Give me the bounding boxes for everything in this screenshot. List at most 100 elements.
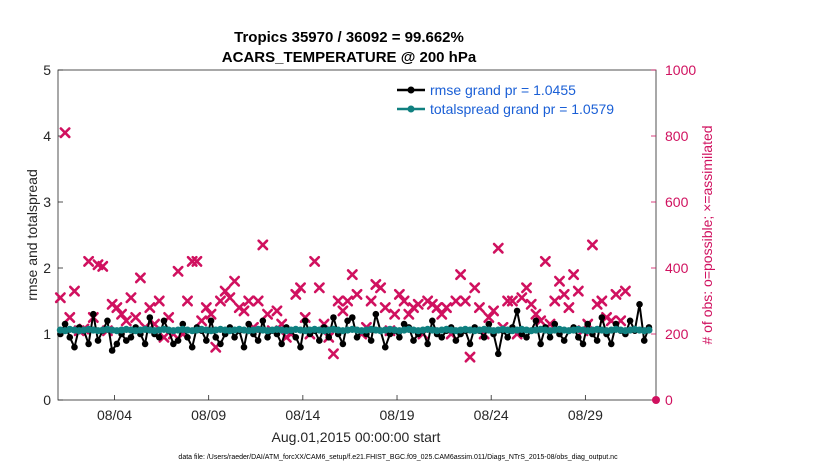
y-tick-label: 3 [43,194,51,210]
rmse-point [155,334,163,341]
obs-count-marker [120,315,132,327]
obs-count-marker [389,308,401,320]
obs-count-marker [346,269,358,281]
obs-count-marker [257,239,269,251]
obs-count-marker [172,265,184,277]
y-axis-label: rmse and totalspread [24,169,40,301]
x-tick-label: 08/14 [285,407,320,423]
obs-count-marker [181,295,193,307]
x-tick-label: 08/24 [474,407,509,423]
rmse-point [231,334,238,341]
obs-count-marker [153,295,165,307]
obs-count-marker [68,285,80,297]
rmse-point [188,343,196,351]
obs-count-marker [492,242,504,254]
rmse-point [429,317,436,325]
obs-count-marker [393,288,405,300]
rmse-point [584,320,592,328]
rmse-point [400,320,408,328]
obs-count-marker [506,295,518,307]
rmse-point [452,337,460,344]
obs-count-marker [440,302,452,314]
spread-point [645,326,653,334]
footer-data-file: data file: /Users/raeder/DAI/ATM_forcXX/… [178,454,618,461]
obs-count-marker [563,302,575,314]
rmse-point [94,337,102,344]
y-axis-right: 0 200 400 600 800 1000 [651,62,696,408]
rmse-point [494,350,502,358]
rmse-point [240,343,248,351]
y-tick-label: 2 [43,260,51,276]
legend: rmse grand pr = 1.0455 totalspread grand… [397,82,614,117]
rmse-point [108,347,116,354]
rmse-point [348,314,356,321]
obs-count-marker [271,305,283,317]
obs-count-marker [610,288,622,300]
rmse-point [353,334,361,341]
rmse-point [104,317,111,325]
rmse-point [636,301,643,308]
rmse-point [513,307,521,315]
obs-count-marker [483,312,495,323]
obs-count-marker [252,295,264,307]
obs-count-marker [558,288,570,300]
obs-count-marker [59,127,71,139]
rmse-point [372,310,380,318]
obs-count-marker [125,292,137,304]
obs-count-marker [229,275,241,287]
chart-subtitle: ACARS_TEMPERATURE @ 200 hPa [222,49,477,66]
x-tick-label: 08/29 [568,407,603,423]
rmse-point [203,337,210,344]
obs-count-marker [450,295,462,307]
rmse-point [438,334,446,341]
y-right-tick-label: 800 [665,128,689,144]
y-right-tick-label: 1000 [665,62,696,78]
rmse-point [466,340,474,348]
rmse-point [174,337,182,344]
obs-count-marker [619,285,631,297]
rmse-point [344,317,351,325]
x-axis-label: Aug.01,2015 00:00:00 start [272,429,441,445]
obs-count-marker [294,282,306,294]
rmse-point [259,317,267,325]
legend-rmse-label: rmse grand pr = 1.0455 [430,82,576,98]
obs-count-marker [459,295,471,307]
rmse-point [264,334,271,341]
rmse-point [127,334,135,341]
rmse-point [607,340,615,348]
rmse-point [66,334,74,341]
obs-count-marker [309,255,321,267]
rmse-point [367,337,375,344]
rmse-point [207,317,215,325]
obs-count-marker [469,282,481,294]
obs-count-marker [238,305,250,317]
obs-count-marker [224,292,236,304]
rmse-point [316,337,323,344]
obs-count-marker [337,305,349,317]
obs-count-marker [549,295,561,307]
rmse-point [537,340,544,348]
obs-count-marker [200,302,212,314]
obs-count-marker [116,308,128,320]
obs-count-marker [313,282,325,294]
rmse-point [381,343,389,351]
rmse-point [546,334,554,341]
obs-count-marker [262,308,274,320]
rmse-point [122,337,130,344]
rmse-point [325,334,333,341]
obs-count-marker [539,255,551,267]
rmse-point [71,343,78,351]
obs-count-marker [97,260,109,272]
rmse-point [160,317,168,325]
obs-count-marker [455,269,467,281]
y-tick-label: 1 [43,326,51,342]
spread-series [56,325,653,335]
obs-count-marker [134,272,146,284]
y-right-tick-label: 600 [665,194,689,210]
rmse-point [212,334,220,341]
rmse-point [90,310,97,318]
x-tick-label: 08/19 [380,407,415,423]
obs-count-marker [375,282,387,294]
rmse-point [598,314,606,321]
obs-count-marker [473,302,485,314]
